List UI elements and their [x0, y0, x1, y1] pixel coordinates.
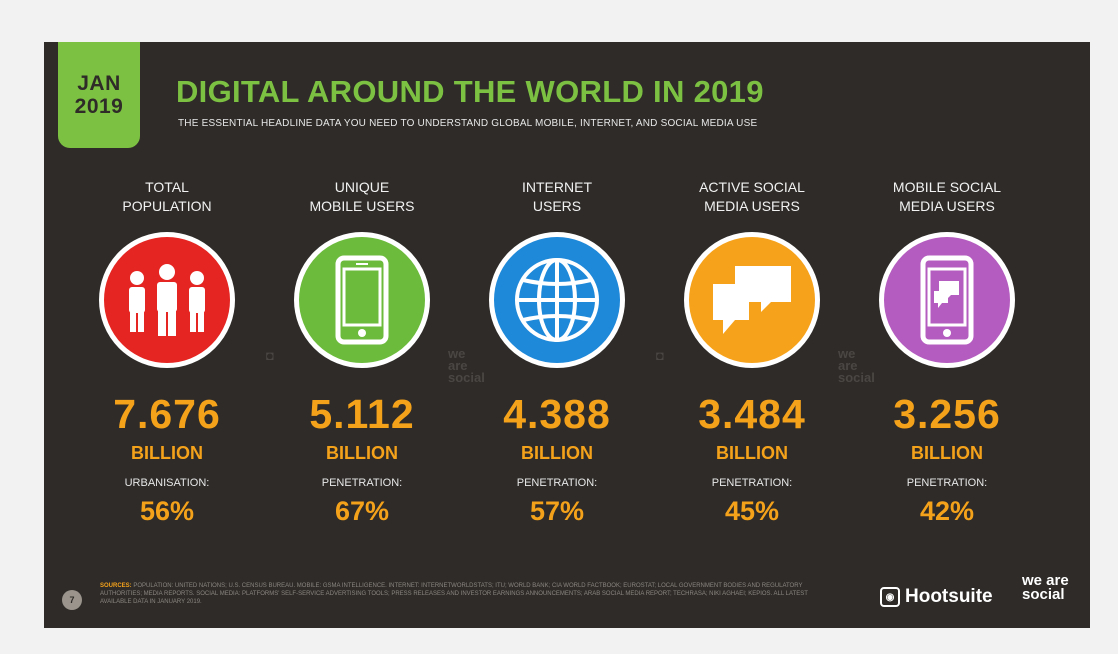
stat-unit: BILLION: [911, 443, 983, 463]
stat-total-population: TOTAL POPULATION 7.676 BILLION URBANISAT…: [72, 178, 262, 526]
people-icon: [99, 232, 235, 368]
stat-value: 3.484: [698, 391, 806, 437]
stat-unit: BILLION: [521, 443, 593, 463]
sources-text: POPULATION: UNITED NATIONS; U.S. CENSUS …: [100, 583, 808, 605]
stat-metric-label: PENETRATION:: [321, 477, 403, 489]
date-month: JAN: [77, 72, 121, 95]
stat-metric-label: PENETRATION:: [516, 477, 598, 489]
hootsuite-wordmark: Hootsuite: [905, 586, 993, 607]
stat-unit: BILLION: [716, 443, 788, 463]
stat-active-social-media-users: ACTIVE SOCIAL MEDIA USERS 3.484 BILLION …: [657, 178, 847, 526]
stat-percentage: 56%: [139, 496, 195, 526]
slide: JAN 2019 DIGITAL AROUND THE WORLD IN 201…: [44, 42, 1090, 628]
stat-metric-label: PENETRATION:: [906, 477, 988, 489]
page-subtitle: THE ESSENTIAL HEADLINE DATA YOU NEED TO …: [178, 118, 758, 129]
mobile-phone-icon: [294, 232, 430, 368]
stat-unique-mobile-users: UNIQUE MOBILE USERS 5.112 BILLION PENETR…: [267, 178, 457, 526]
chat-bubbles-icon: [684, 232, 820, 368]
we-are-social-watermark-icon: we are social: [448, 346, 485, 385]
stat-unit: BILLION: [131, 443, 203, 463]
stat-metric-label: URBANISATION:: [124, 477, 210, 489]
stat-value: 3.256: [893, 391, 1001, 437]
stat-label: TOTAL POPULATION: [122, 179, 212, 214]
stat-label: MOBILE SOCIAL MEDIA USERS: [892, 179, 1002, 214]
stat-value: 4.388: [503, 391, 611, 437]
page-title: DIGITAL AROUND THE WORLD IN 2019: [176, 74, 764, 109]
stat-label: ACTIVE SOCIAL MEDIA USERS: [699, 179, 805, 214]
stat-label: UNIQUE MOBILE USERS: [309, 179, 415, 214]
sources-label: SOURCES:: [100, 583, 132, 589]
date-tab: JAN 2019: [58, 42, 140, 148]
mobile-chat-icon: [879, 232, 1015, 368]
stat-percentage: 67%: [334, 496, 390, 526]
sources-note: SOURCES: POPULATION: UNITED NATIONS; U.S…: [100, 582, 840, 606]
stat-unit: BILLION: [326, 443, 398, 463]
stat-value: 5.112: [309, 391, 415, 437]
stat-metric-label: PENETRATION:: [711, 477, 793, 489]
date-year: 2019: [74, 95, 124, 118]
stat-percentage: 57%: [529, 496, 585, 526]
we-are-social-logo: we are social: [1022, 572, 1069, 603]
globe-icon: [489, 232, 625, 368]
stat-mobile-social-media-users: MOBILE SOCIAL MEDIA USERS 3.256 BILLION …: [852, 178, 1042, 526]
hootsuite-logo: ◉ Hootsuite: [880, 586, 993, 608]
stat-percentage: 45%: [724, 496, 780, 526]
hootsuite-watermark-icon: ◘: [266, 348, 274, 363]
stat-percentage: 42%: [919, 496, 975, 526]
stat-label: INTERNET USERS: [522, 179, 592, 214]
stat-internet-users: INTERNET USERS 4.388 BILLION PENETRATION…: [462, 178, 652, 526]
hootsuite-watermark-icon: ◘: [656, 348, 664, 363]
page-number: 7: [62, 590, 82, 610]
stat-value: 7.676: [113, 391, 221, 437]
owl-icon: ◉: [880, 587, 900, 607]
we-are-social-watermark-icon: we are social: [838, 346, 875, 385]
